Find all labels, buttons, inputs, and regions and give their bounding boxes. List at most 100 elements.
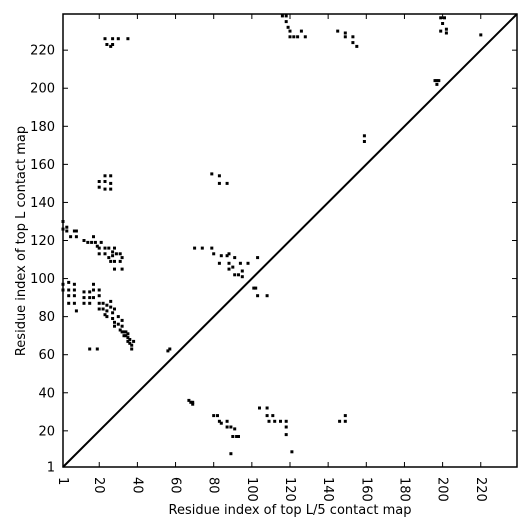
contact-point [128, 341, 132, 345]
contact-point [217, 174, 221, 178]
contact-point [97, 294, 101, 298]
contact-point [67, 294, 71, 298]
contact-point [265, 294, 269, 298]
contact-point [82, 301, 86, 305]
contact-point [237, 435, 240, 438]
contact-point [439, 16, 443, 20]
contact-point [88, 347, 92, 351]
contact-point [97, 307, 101, 311]
contact-point [246, 261, 250, 265]
x-tick-label: 60 [168, 477, 183, 494]
contact-point [256, 256, 260, 260]
contact-point [227, 261, 231, 265]
contact-point [65, 225, 69, 229]
contact-point [216, 414, 219, 418]
contact-point [118, 259, 122, 263]
contact-point [67, 288, 71, 292]
contact-point [97, 252, 101, 256]
contact-point [116, 322, 120, 326]
contact-point [343, 31, 347, 35]
contact-point [111, 37, 115, 41]
contact-point [92, 296, 95, 300]
contact-point [219, 254, 223, 258]
contact-point [279, 419, 282, 423]
contact-point [435, 82, 439, 86]
x-axis: 1 20 40 60 80 100 120 140 160 180 200 220 [55, 14, 488, 502]
contact-point [212, 414, 216, 418]
contact-point [338, 419, 342, 423]
contact-point [92, 282, 95, 286]
contact-point [189, 400, 193, 404]
contact-point [88, 290, 92, 294]
contact-point [92, 235, 95, 239]
y-tick-label: 1 [47, 461, 55, 476]
contact-point [265, 414, 269, 418]
contact-point [166, 349, 170, 353]
y-tick-label: 140 [30, 196, 55, 211]
contact-point [227, 252, 231, 256]
contact-point [351, 41, 355, 45]
contact-point [109, 305, 113, 309]
contact-point [116, 37, 120, 41]
contact-point [122, 330, 126, 334]
contact-point [74, 309, 78, 313]
contact-point [237, 273, 240, 277]
contact-point [97, 185, 101, 189]
contact-point [88, 296, 92, 300]
contact-point [113, 307, 116, 311]
contact-point [238, 261, 242, 265]
contact-point [343, 419, 347, 423]
contact-point [105, 309, 109, 313]
y-tick-label: 100 [30, 272, 55, 287]
contact-point [126, 336, 130, 340]
contact-point [212, 252, 216, 256]
contact-point [103, 180, 107, 183]
contact-point [113, 267, 116, 271]
contact-point [111, 250, 115, 254]
contact-point [109, 44, 113, 48]
contact-point [256, 294, 260, 298]
contact-point [82, 296, 86, 300]
contact-point [273, 419, 277, 423]
contact-point [103, 313, 107, 317]
diagonal-line [62, 13, 518, 468]
contact-point [229, 425, 233, 429]
contact-point [105, 303, 109, 307]
contact-point [286, 25, 290, 29]
contact-point [120, 267, 124, 271]
contact-point [103, 174, 107, 178]
contact-point [233, 427, 237, 431]
contact-point [113, 324, 116, 328]
y-tick-label: 120 [30, 234, 55, 249]
contact-point [126, 332, 130, 336]
contact-point [229, 452, 233, 456]
contact-point [88, 301, 92, 305]
contact-point [217, 419, 221, 423]
x-tick-label: 180 [396, 477, 411, 502]
contact-point [109, 174, 113, 178]
contact-point [191, 402, 195, 406]
x-axis-label: Residue index of top L/5 contact map [169, 503, 412, 518]
y-tick-label: 220 [30, 44, 55, 59]
contact-point [93, 240, 97, 244]
contact-point [107, 246, 111, 250]
contact-point [168, 347, 172, 351]
contact-point [240, 275, 244, 279]
contact-point [120, 330, 124, 334]
contact-point [235, 435, 239, 438]
contact-point [69, 235, 73, 239]
contact-point [97, 301, 101, 305]
y-tick-label: 80 [38, 310, 55, 325]
contact-point [120, 324, 124, 328]
contact-point [111, 254, 115, 258]
contact-point [280, 14, 284, 18]
y-tick-label: 40 [38, 386, 55, 401]
contact-point [99, 240, 103, 244]
contact-point [97, 288, 101, 292]
contact-point [225, 254, 229, 258]
contact-point [288, 29, 292, 33]
contact-point [105, 315, 109, 319]
contact-point [362, 134, 366, 138]
contact-point [217, 261, 221, 265]
